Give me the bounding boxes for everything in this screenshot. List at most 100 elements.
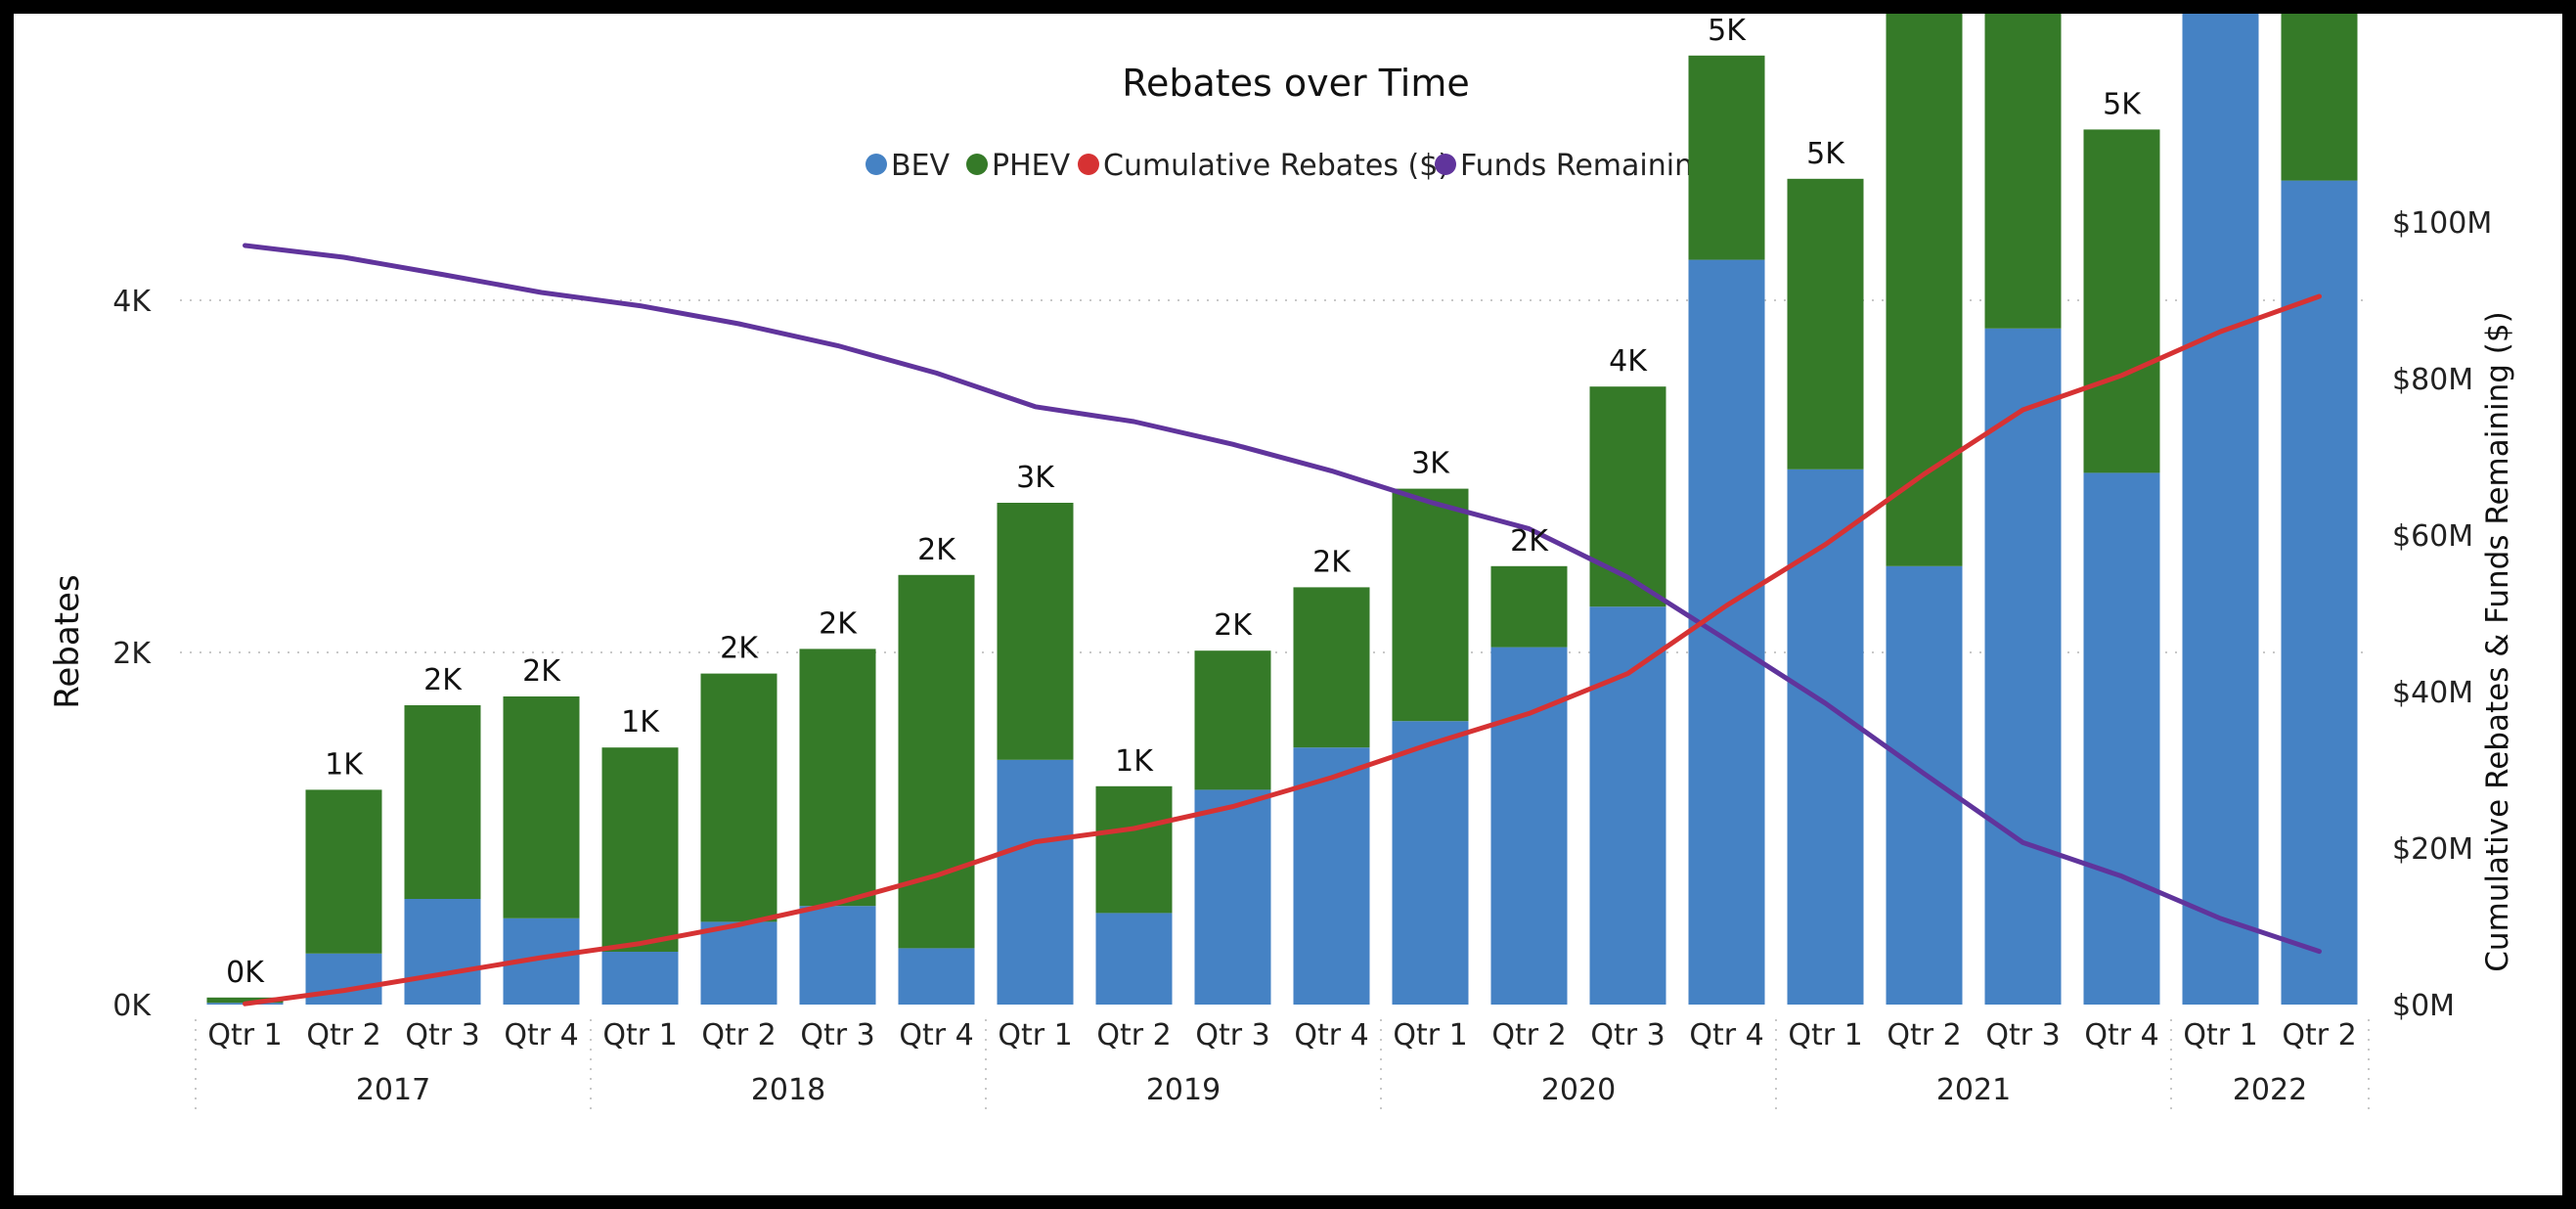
x-tick-label: Qtr 2 <box>1887 1018 1961 1052</box>
x-tick-label: Qtr 2 <box>1096 1018 1171 1052</box>
x-tick-label: Qtr 4 <box>2084 1018 2158 1052</box>
legend-marker-1 <box>966 154 988 175</box>
bar-phev <box>1787 178 1864 470</box>
legend-marker-2 <box>1078 154 1099 175</box>
bar-phev <box>1688 55 1765 260</box>
y2-tick-label: $60M <box>2392 519 2473 554</box>
bar-phev <box>305 789 382 954</box>
bar-bev <box>1095 913 1173 1005</box>
x-axis: Qtr 1 Qtr 2 Qtr 3 Qtr 4 Qtr 1 Qtr 2 Qtr 3 Qtr 4… <box>195 1018 2370 1113</box>
bar-phev <box>997 503 1074 760</box>
cumulative-rebates-line <box>243 293 2322 1007</box>
y-tick-label: 0K <box>112 989 152 1023</box>
y-axis-title: Rebates <box>48 574 87 708</box>
bar-bev <box>601 952 679 1005</box>
bar-bev <box>2083 472 2160 1005</box>
bar-total-label: 5K <box>2103 87 2142 121</box>
x-tick-label: Qtr 4 <box>1689 1018 1763 1052</box>
bar-total-label: 3K <box>1411 447 1450 481</box>
x-tick-label: Qtr 3 <box>1195 1018 1269 1052</box>
legend-marker-0 <box>866 154 887 175</box>
legend-label-2: Cumulative Rebates ($) <box>1103 149 1449 183</box>
x-year-label: 2018 <box>751 1073 825 1107</box>
bar-bev <box>1984 328 2062 1005</box>
bar-total-label: 2K <box>1312 545 1352 579</box>
bar-total-label: 2K <box>720 632 759 666</box>
bar-total-label: 1K <box>621 705 660 739</box>
bar-total-label: 2K <box>522 654 561 689</box>
bar-phev <box>601 747 679 952</box>
bar-bev <box>997 759 1074 1005</box>
bar-bev <box>1688 259 1765 1006</box>
bar-phev <box>700 673 777 922</box>
bar-bev <box>1392 721 1469 1005</box>
bar-total-label: 3K <box>1016 461 1055 495</box>
bar-bev <box>1194 789 1271 1005</box>
y2-tick-label: $0M <box>2392 989 2455 1023</box>
y-tick-label: 2K <box>112 637 152 671</box>
x-year-label: 2017 <box>356 1073 430 1107</box>
grid-lines <box>180 299 2371 653</box>
x-tick-label: Qtr 2 <box>2282 1018 2356 1052</box>
y2-tick-label: $80M <box>2392 363 2473 397</box>
bar-total-label: 2K <box>819 606 858 641</box>
y2-tick-label: $40M <box>2392 676 2473 710</box>
y2-tick-label: $100M <box>2392 206 2492 241</box>
bar-phev <box>1293 587 1370 748</box>
x-tick-label: Qtr 3 <box>1590 1018 1665 1052</box>
bar-bev <box>2182 14 2259 1006</box>
bar-phev <box>1886 14 1963 566</box>
chart-card: Rebates over Time BEV PHEV Cumulative Reba… <box>14 14 2562 1195</box>
x-tick-label: Qtr 1 <box>998 1018 1072 1052</box>
bar-bev <box>404 899 481 1005</box>
x-tick-label: Qtr 3 <box>800 1018 874 1052</box>
bar-bev <box>1589 606 1666 1005</box>
x-tick-label: Qtr 1 <box>1788 1018 1862 1052</box>
bar-total-label: 2K <box>1214 608 1253 643</box>
bar-total-label: 2K <box>423 663 463 697</box>
bar-phev <box>2083 129 2160 473</box>
bar-bev <box>700 921 777 1005</box>
legend-label-0: BEV <box>891 149 951 183</box>
bar-total-label: 4K <box>1609 344 1648 379</box>
x-tick-label: Qtr 1 <box>1393 1018 1467 1052</box>
bar-total-label: 1K <box>1115 744 1154 779</box>
bar-phev <box>404 705 481 899</box>
data-labels-group: 0K1K2K2K1K2K2K2K3K1K2K2K3K2K4K5K5K6K7K5K… <box>226 14 2142 990</box>
lines-group <box>243 243 2322 1007</box>
bar-phev <box>1095 785 1173 914</box>
bar-phev <box>799 649 876 907</box>
bar-bev <box>1293 747 1370 1005</box>
bar-bev <box>305 953 382 1005</box>
x-tick-label: Qtr 2 <box>1491 1018 1566 1052</box>
legend-label-1: PHEV <box>992 149 1071 183</box>
bar-phev <box>503 696 580 918</box>
bar-phev <box>1392 488 1469 722</box>
bar-bev <box>799 906 876 1005</box>
y2-axis-title: Cumulative Rebates & Funds Remaining ($) <box>2480 311 2515 971</box>
x-tick-label: Qtr 1 <box>207 1018 282 1052</box>
bar-phev <box>1194 650 1271 790</box>
x-year-label: 2021 <box>1936 1073 2011 1107</box>
x-tick-label: Qtr 2 <box>306 1018 380 1052</box>
x-tick-label: Qtr 3 <box>405 1018 479 1052</box>
bar-phev <box>898 574 975 949</box>
bar-bev <box>1886 565 1963 1005</box>
bar-bev <box>2281 180 2358 1006</box>
bar-total-label: 5K <box>1806 137 1845 171</box>
x-year-label: 2019 <box>1146 1073 1221 1107</box>
funds-remaining-line <box>243 243 2322 955</box>
bar-total-label: 5K <box>1708 14 1747 48</box>
bar-total-label: 0K <box>226 956 265 990</box>
bar-bev <box>898 948 975 1005</box>
bar-bev <box>1490 647 1568 1005</box>
y-axis-right: $0M $20M $40M $60M $80M $100M <box>2392 206 2492 1023</box>
bar-phev <box>206 997 284 1004</box>
bar-phev <box>2281 14 2358 181</box>
x-tick-label: Qtr 4 <box>504 1018 578 1052</box>
x-tick-label: Qtr 4 <box>1294 1018 1368 1052</box>
x-tick-label: Qtr 2 <box>701 1018 776 1052</box>
y-axis-left: 0K2K4K6K8K <box>112 285 152 1023</box>
x-year-label: 2020 <box>1541 1073 1616 1107</box>
chart-legend: BEV PHEV Cumulative Rebates ($) Funds Remai… <box>866 149 1762 183</box>
